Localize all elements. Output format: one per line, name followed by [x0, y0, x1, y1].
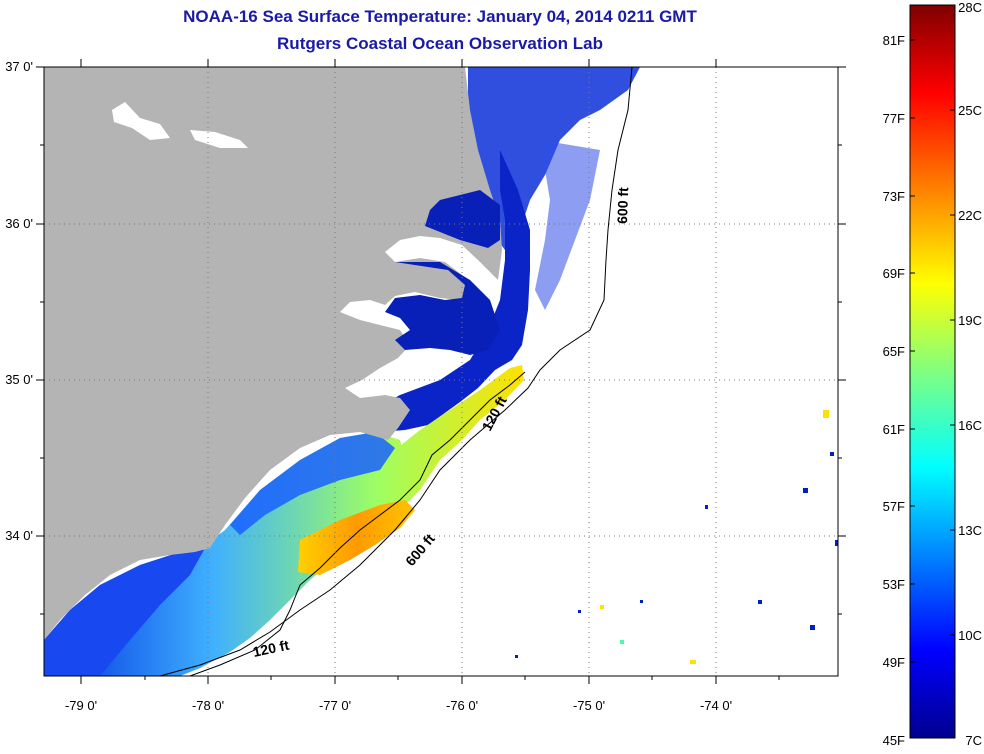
colorbar-ticks	[910, 39, 955, 663]
sound-water	[385, 262, 500, 355]
colorbar-label-f: 77F	[883, 111, 905, 126]
colorbar-label-f: 69F	[883, 266, 905, 281]
colorbar-label-c: 10C	[958, 628, 982, 643]
colorbar-label-c: 28C	[958, 0, 982, 15]
inland-lake	[112, 102, 170, 140]
sound-water	[425, 190, 500, 248]
colorbar-label-c: 7C	[965, 733, 982, 748]
colorbar-label-f: 49F	[883, 655, 905, 670]
colorbar-label-c: 16C	[958, 418, 982, 433]
colorbar-label-f: 53F	[883, 577, 905, 592]
colorbar-label-c: 13C	[958, 523, 982, 538]
lon-label: -77 0'	[319, 698, 351, 713]
isobath-600ft	[159, 67, 633, 676]
map-plot-area: 600 ft 120 ft 600 ft 120 ft	[44, 67, 838, 676]
colorbar-label-f: 61F	[883, 422, 905, 437]
colorbar	[909, 4, 956, 739]
map-title: NOAA-16 Sea Surface Temperature: January…	[183, 7, 697, 26]
ocean-sst-deep-blue	[44, 548, 205, 676]
ocean-sst-scatter	[535, 140, 600, 310]
isobath-120ft	[189, 371, 526, 676]
lon-label: -79 0'	[65, 698, 97, 713]
colorbar-label-c: 22C	[958, 208, 982, 223]
lon-label: -75 0'	[573, 698, 605, 713]
axis-ticks	[36, 59, 846, 684]
colorbar-label-f: 45F	[883, 733, 905, 748]
colorbar-label-f: 65F	[883, 344, 905, 359]
ocean-sst-warm-core	[298, 500, 415, 575]
land-mass	[44, 67, 502, 640]
map-subtitle: Rutgers Coastal Ocean Observation Lab	[277, 34, 603, 53]
lon-label: -78 0'	[192, 698, 224, 713]
colorbar-label-f: 81F	[883, 33, 905, 48]
offshore-scatter	[515, 410, 838, 664]
map-frame	[43, 66, 839, 677]
ocean-sst-nearshore	[372, 150, 530, 432]
ocean-sst-coastal-blue	[230, 432, 395, 535]
colorbar-label-c: 25C	[958, 103, 982, 118]
lat-label: 35 0'	[5, 372, 33, 387]
lat-label: 36 0'	[5, 216, 33, 231]
lon-label: -74 0'	[700, 698, 732, 713]
contour-label-600ft-north: 600 ft	[614, 187, 631, 224]
colorbar-label-f: 73F	[883, 189, 905, 204]
colorbar-label-c: 19C	[958, 313, 982, 328]
lon-label: -76 0'	[446, 698, 478, 713]
lat-label: 37 0'	[5, 59, 33, 74]
contour-label-120ft-south: 120 ft	[251, 637, 290, 660]
inland-lake	[190, 130, 248, 148]
colorbar-label-f: 57F	[883, 499, 905, 514]
lat-label: 34 0'	[5, 528, 33, 543]
